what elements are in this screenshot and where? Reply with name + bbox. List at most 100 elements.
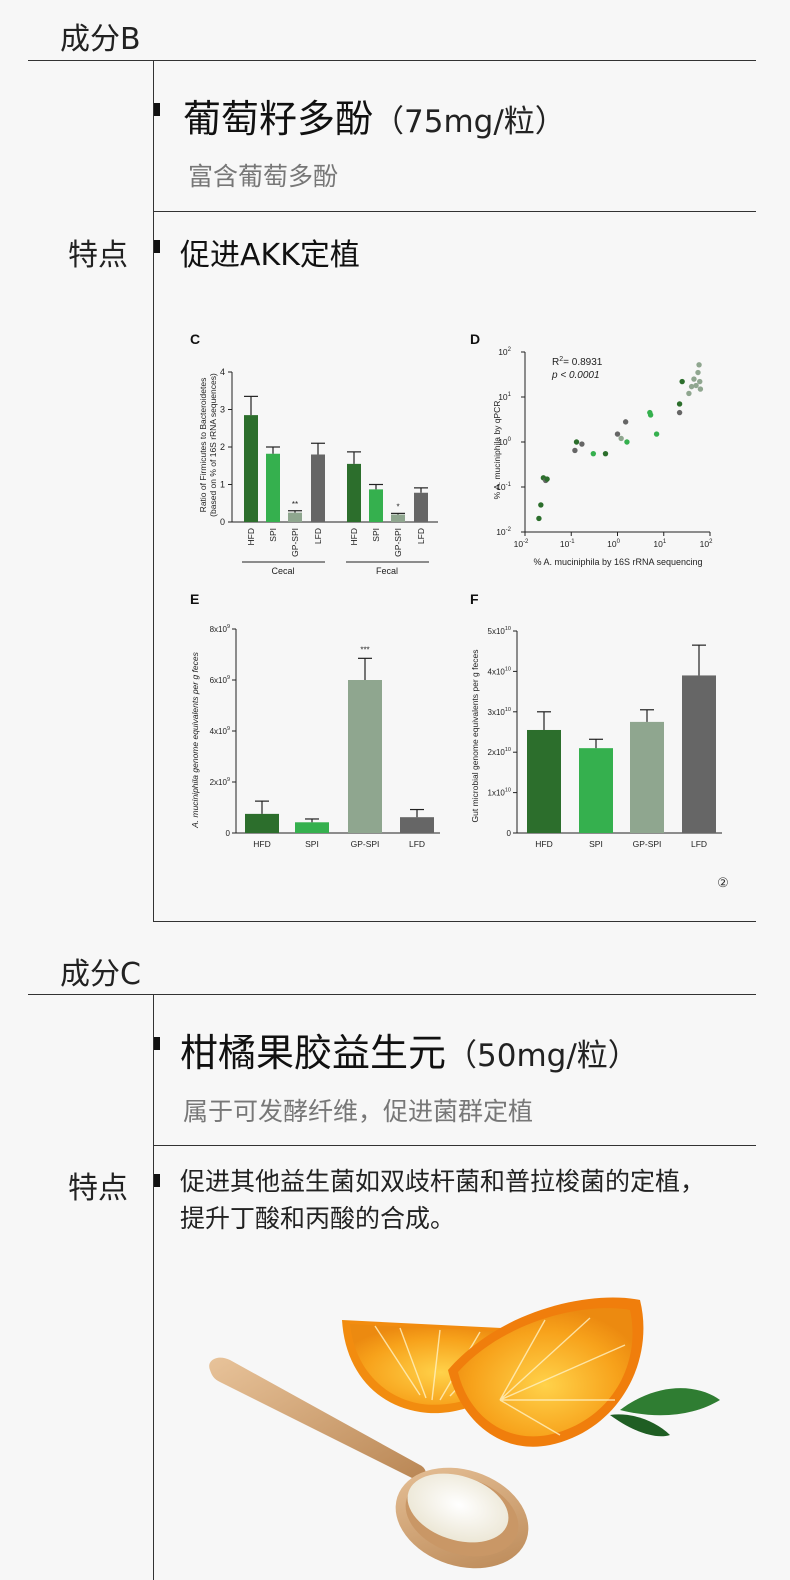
- panel-d-point: [538, 502, 544, 508]
- panel-c-group-fecal: Fecal: [376, 566, 398, 576]
- panel-d-pvalue: p < 0.0001: [551, 370, 600, 381]
- panel-f-category-label: SPI: [589, 839, 603, 849]
- panel-d-xlabel: % A. muciniphila by 16S rRNA sequencing: [533, 557, 702, 567]
- panel-f-category-label: LFD: [691, 839, 707, 849]
- panel-f-letter: F: [470, 591, 479, 607]
- panel-e-category-label: HFD: [253, 839, 270, 849]
- panel-d-ytick-label: 100: [498, 437, 511, 447]
- section-c-heading: 成分C: [60, 957, 141, 992]
- ingredient-c-title: 柑橘果胶益生元（50mg/粒）: [180, 1022, 639, 1077]
- panel-c-sig: **: [292, 500, 298, 509]
- panel-f-ytick-label: 2x1010: [488, 747, 511, 757]
- panel-d-ylabel: % A. muciniphila by qPCR: [492, 401, 502, 500]
- panel-f-ytick-label: 3x1010: [488, 707, 511, 717]
- panel-d-point: [691, 376, 697, 382]
- panel-d-xtick-label: 10-1: [560, 539, 575, 549]
- panel-c-category-label: LFD: [313, 528, 323, 544]
- panel-f-bar: [527, 729, 561, 833]
- panel-c-sig: *: [396, 502, 399, 511]
- panel-f-ytick-label: 0: [507, 829, 512, 838]
- panel-c-bar: [347, 463, 361, 522]
- panel-d-r2: R2= 0.8931: [552, 356, 603, 368]
- panel-f-bar: [579, 748, 613, 833]
- panel-c-category-label: HFD: [246, 528, 256, 545]
- panel-d-point: [693, 382, 699, 389]
- panel-d-point: [676, 409, 683, 416]
- panel-d-chart: 10-210-2 10-1 10-1 100 100 101 101 102 102: [496, 347, 713, 549]
- figure-citation: ②: [717, 875, 729, 890]
- ingredient-b-title: 葡萄籽多酚（75mg/粒）: [183, 88, 566, 143]
- panel-d-point: [695, 369, 701, 376]
- panel-d-ytick-label: 10-1: [496, 482, 511, 492]
- section-b-divider-bottom: [153, 921, 756, 922]
- section-b-feature-text: 促进AKK定植: [180, 238, 360, 273]
- panel-e-ytick-label: 2x109: [210, 777, 230, 787]
- panel-e-category-label: GP-SPI: [351, 839, 380, 849]
- panel-f-ylabel: Gut microbial genome equivalents per g f…: [470, 650, 480, 823]
- section-b-vertical-divider: [153, 60, 154, 922]
- panel-e-bar: [295, 822, 329, 833]
- panel-f-ytick-label: 1x1010: [488, 788, 511, 798]
- panel-d-point: [572, 447, 578, 454]
- panel-c-category-label: HFD: [349, 528, 359, 545]
- panel-f-bar: [682, 675, 716, 833]
- panel-d-point: [676, 401, 683, 407]
- panel-d-xtick-label: 101: [653, 539, 666, 549]
- panel-d-point: [697, 386, 704, 392]
- panel-d-ytick-label: 102: [498, 347, 511, 357]
- panel-c-ylabel-line1: Ratio of Firmicutes to Bacteroidetes: [198, 378, 208, 513]
- panel-c-bar: [266, 453, 280, 522]
- panel-c-bar: [391, 514, 405, 522]
- panel-c-ytick-label: 3: [220, 405, 225, 415]
- panel-e-category-label: LFD: [409, 839, 425, 849]
- orange-spoon-illustration: [209, 1297, 720, 1569]
- leaf-icon: [610, 1414, 670, 1437]
- section-b-feature-label: 特点: [68, 238, 128, 273]
- panel-d-point: [622, 419, 629, 425]
- section-c-feature-label: 特点: [68, 1171, 128, 1206]
- panel-d-point: [679, 378, 685, 385]
- panel-e-ytick-label: 0: [226, 829, 231, 838]
- panel-d-point: [697, 378, 703, 385]
- panel-c-category-label: LFD: [416, 528, 426, 544]
- panel-e-bar: [348, 680, 382, 833]
- leaf-icon: [620, 1388, 720, 1416]
- section-c-divider-mid: [153, 1145, 756, 1146]
- panel-c-bar: [414, 492, 428, 522]
- panel-e-letter: E: [190, 591, 199, 607]
- panel-d-point: [696, 362, 702, 368]
- panel-d-point: [573, 439, 580, 445]
- bullet-marker: [154, 1037, 160, 1050]
- panel-d-point: [602, 450, 609, 457]
- bullet-marker: [154, 103, 160, 116]
- ingredient-b-subtitle: 富含葡萄多酚: [188, 162, 339, 191]
- akk-figure: C Ratio of Firmicutes to Bacteroidetes (…: [190, 331, 729, 890]
- bullet-marker: [154, 240, 160, 253]
- section-b-divider-mid: [153, 211, 756, 212]
- panel-e-bar: [400, 817, 434, 833]
- panel-c-ytick-label: 1: [220, 480, 225, 490]
- panel-d-xtick-label: 100: [607, 539, 620, 549]
- panel-d-xtick-label: 10-2: [514, 539, 529, 549]
- pectin-powder: [407, 1473, 509, 1543]
- panel-d-ytick-label: 10-2: [496, 527, 511, 537]
- ingredient-c-dose: （50mg/粒）: [446, 1038, 639, 1074]
- panel-e-ylabel: A. muciniphila genome equivalents per g …: [190, 651, 200, 829]
- panel-d-point: [614, 431, 621, 437]
- panel-f-category-label: HFD: [535, 839, 552, 849]
- panel-c-bar: [311, 454, 325, 522]
- panel-d-point: [686, 390, 692, 397]
- panel-d-point: [653, 431, 660, 437]
- panel-c-category-label: SPI: [268, 528, 278, 542]
- section-c-divider-top: [28, 994, 756, 995]
- panel-c-ytick-label: 4: [220, 367, 225, 377]
- panel-d-xtick-label: 102: [700, 539, 713, 549]
- panel-c-bar: [288, 512, 302, 522]
- panel-f-chart: 0 1x1010 2x1010 3x1010 4x1010 5x1010 HFD SPI GP-…: [488, 626, 722, 849]
- panel-e-chart: 0 2x109 4x109 6x109 8x109 HFD SPI *** GP-SPI LFD: [210, 624, 440, 849]
- section-c-feature-line1: 促进其他益生菌如双歧杆菌和普拉梭菌的定植，: [180, 1167, 706, 1196]
- section-c-feature-line2: 提升丁酸和丙酸的合成。: [180, 1204, 456, 1233]
- panel-c-chart: 0 1 2 3 4 HFD SPI ** GP-SPI LFD HFD SPI * GP-SPI LFD: [220, 367, 438, 563]
- bullet-marker: [154, 1174, 160, 1187]
- panel-c-ylabel-line2: (based on % of 16S rRNA sequences): [208, 373, 218, 517]
